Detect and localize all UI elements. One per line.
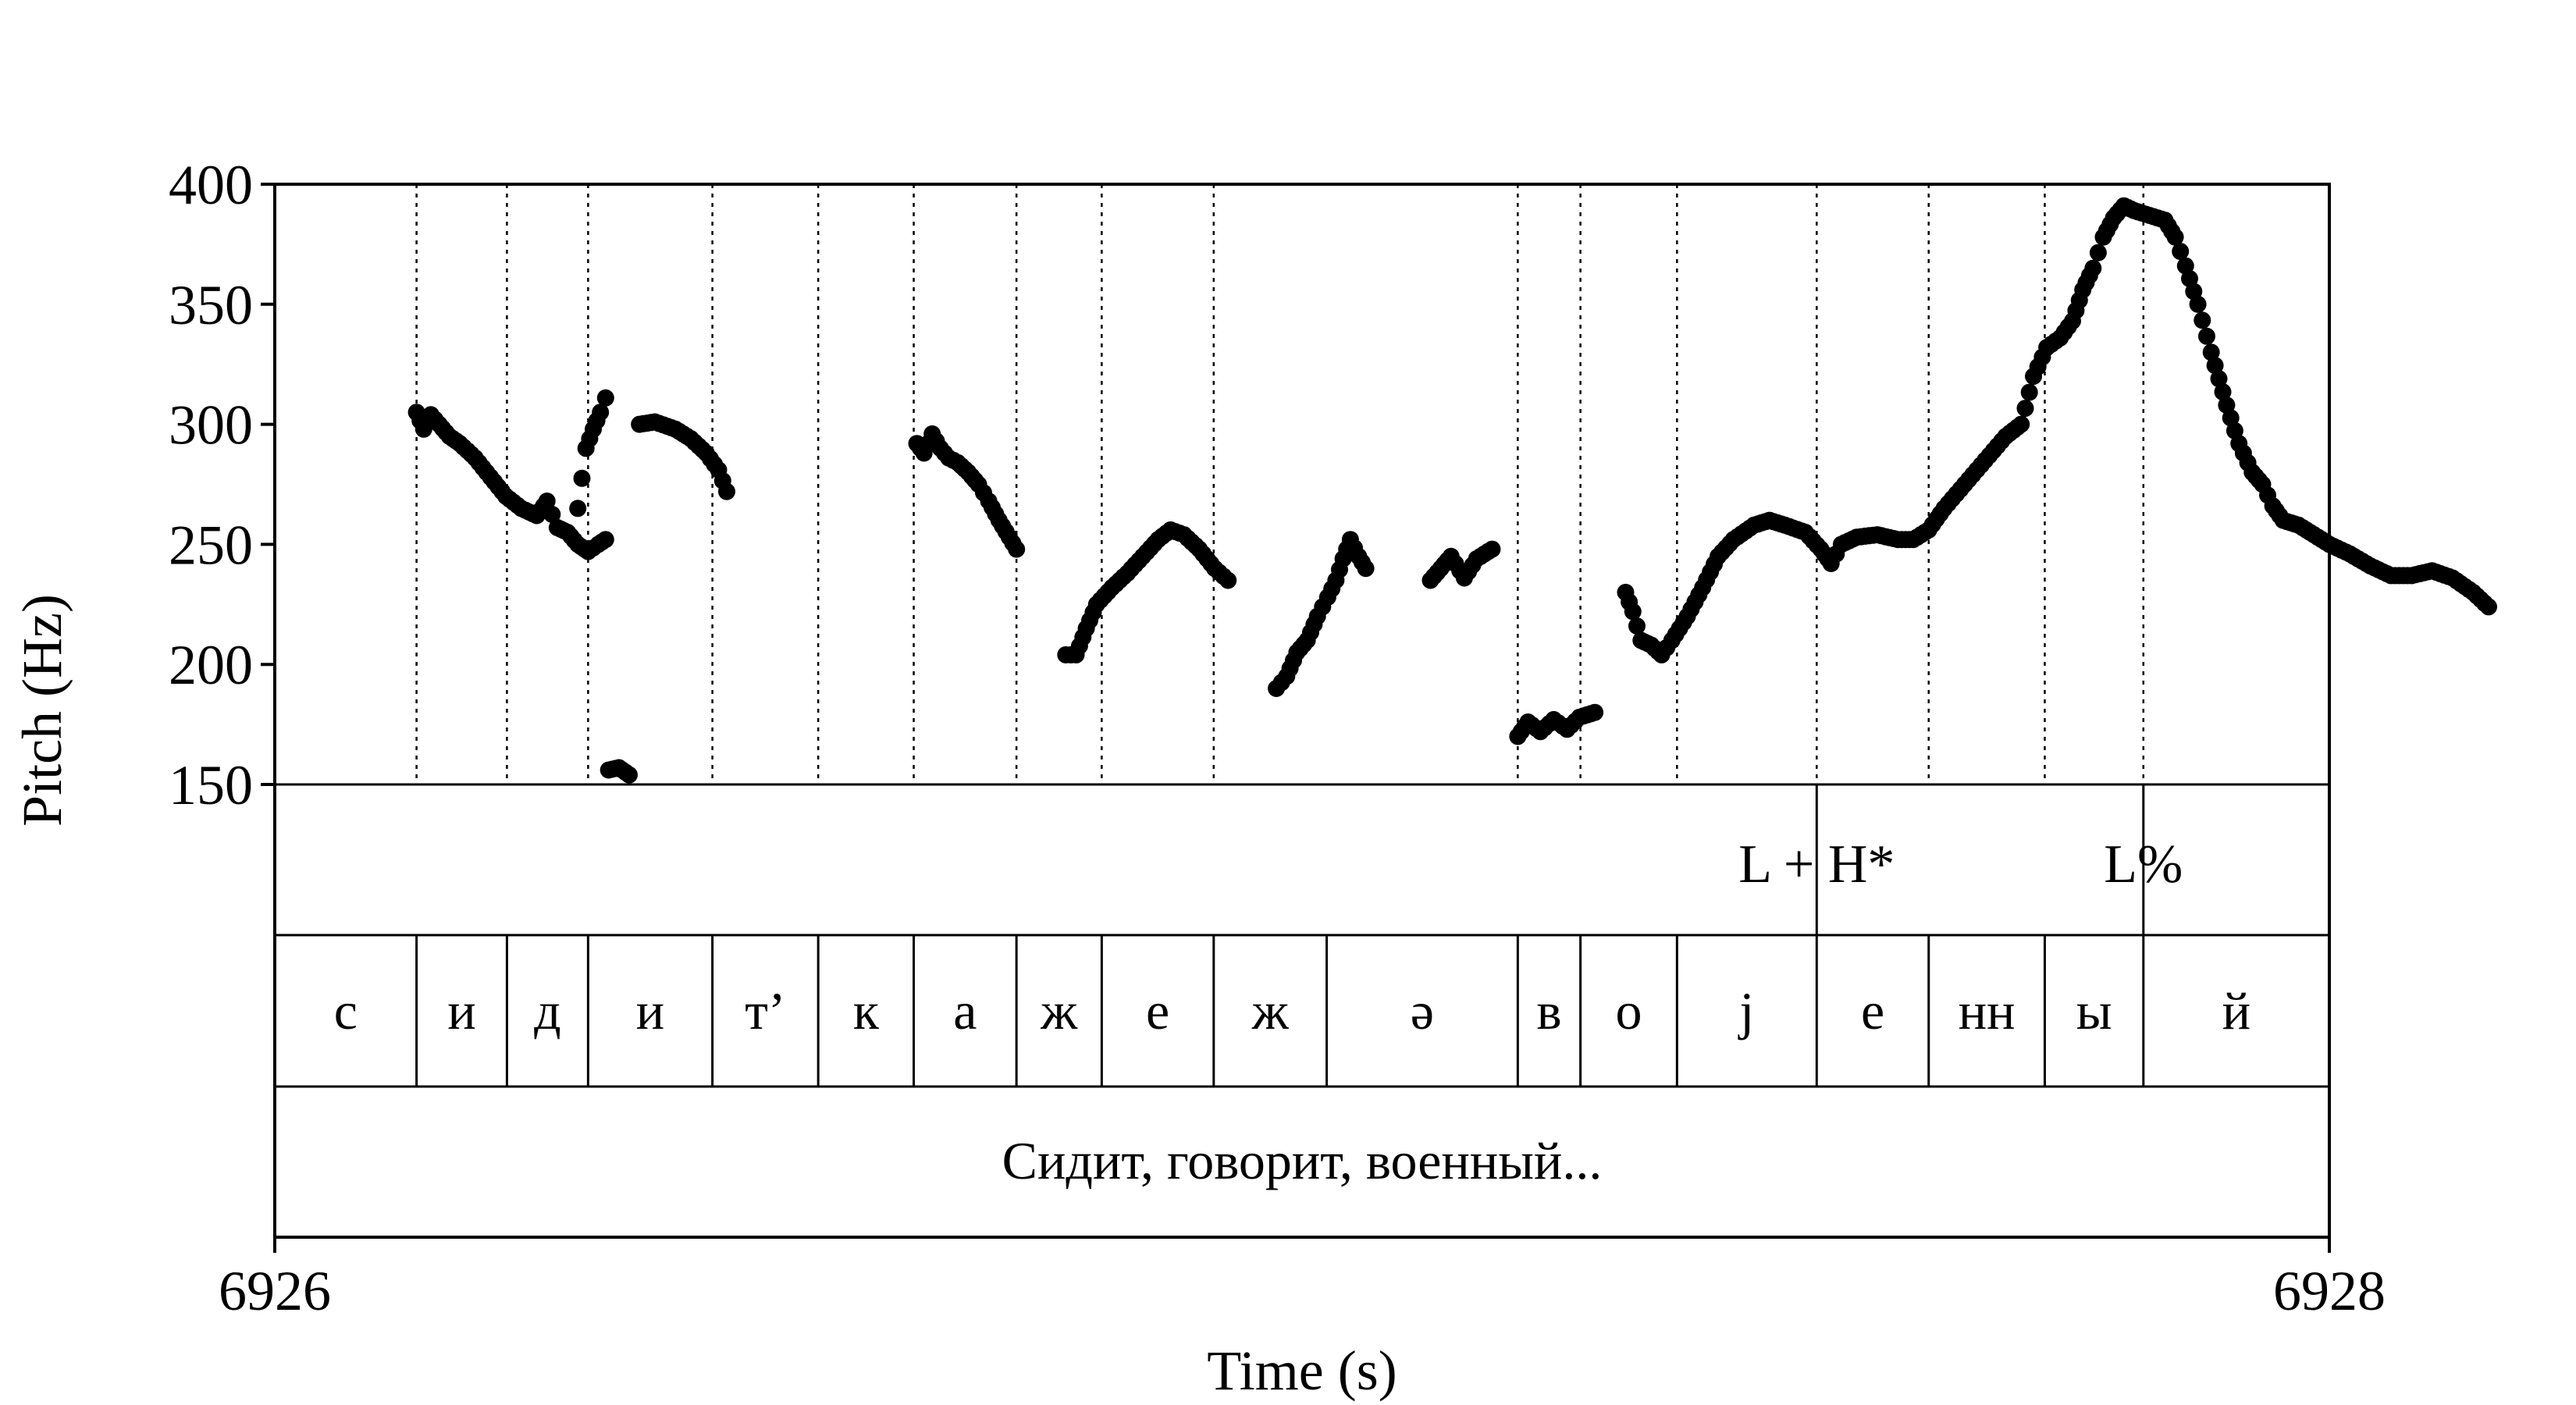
segment-label: с (334, 981, 358, 1040)
segment-label: в (1536, 981, 1561, 1040)
pitch-point (2198, 327, 2215, 345)
y-tick-label: 150 (169, 754, 253, 816)
pitch-point (2480, 598, 2497, 616)
pitch-point (2210, 370, 2228, 388)
pitch-point (2084, 259, 2102, 277)
tone-label: L% (2104, 834, 2183, 895)
pitch-point (1628, 617, 1646, 635)
y-tick-label: 250 (169, 514, 253, 576)
y-tick-label: 400 (169, 154, 253, 216)
segment-boundary-lines (415, 184, 2145, 784)
pitch-point (2012, 415, 2030, 433)
segment-label: ə (1411, 981, 1434, 1040)
pitch-point (596, 531, 614, 549)
y-tick-label: 300 (169, 394, 253, 457)
segment-label: о (1615, 981, 1642, 1040)
segment-label: й (2222, 981, 2250, 1040)
pitch-point (718, 482, 735, 500)
segment-label: д (534, 981, 561, 1040)
pitch-point (2214, 383, 2232, 401)
segment-label: а (953, 981, 977, 1040)
x-tick-label-end: 6928 (2273, 1260, 2386, 1322)
pitch-point (2202, 343, 2220, 361)
pitch-point (2206, 357, 2224, 375)
segment-label: j (1738, 981, 1754, 1040)
y-axis-title: Pitch (Hz) (11, 594, 73, 827)
pitch-point (1586, 703, 1604, 721)
pitch-point (2189, 295, 2207, 313)
pitch-point (2016, 400, 2034, 418)
pitch-point (1219, 571, 1237, 589)
plot-frame (273, 183, 2331, 1239)
pitch-point (2194, 311, 2211, 329)
segment-label: и (447, 981, 475, 1040)
pitch-point (1008, 540, 1026, 558)
pitch-point (2089, 244, 2107, 261)
y-tick-label: 200 (169, 634, 253, 696)
pitch-point (573, 469, 591, 487)
pitch-point (569, 500, 587, 518)
segment-label: ж (1251, 981, 1290, 1040)
segment-label: е (1861, 981, 1884, 1040)
segment-label: нн (1959, 981, 2016, 1040)
pitch-point (592, 404, 610, 422)
pitch-point (596, 389, 614, 407)
segment-label: ж (1040, 981, 1078, 1040)
outer-frame (273, 183, 2331, 1239)
segment-label: е (1146, 981, 1169, 1040)
segment-label: и (636, 981, 664, 1040)
x-tick-label-start: 6926 (219, 1260, 331, 1322)
pitch-point (543, 506, 561, 523)
pitch-point (2166, 228, 2184, 246)
pitch-points (407, 197, 2497, 784)
segment-label: т’ (745, 981, 785, 1040)
pitch-point (2020, 383, 2038, 401)
sentence-label: Сидит, говорит, военный... (1002, 1131, 1603, 1190)
tone-label: L + H* (1738, 834, 1895, 895)
pitch-point (538, 493, 556, 510)
pitch-point (1357, 560, 1375, 578)
segment-label: к (853, 981, 880, 1040)
pitch-point (621, 766, 638, 784)
x-axis-title: Time (s) (1207, 1339, 1397, 1402)
pitch-point (1483, 540, 1501, 558)
axis-ticks: 150 200 250 300 350 400 (169, 154, 2331, 1253)
y-tick-label: 350 (169, 274, 253, 336)
pitch-point (1624, 603, 1642, 621)
segment-label: ы (2076, 981, 2112, 1040)
pitch-point (2172, 243, 2190, 261)
